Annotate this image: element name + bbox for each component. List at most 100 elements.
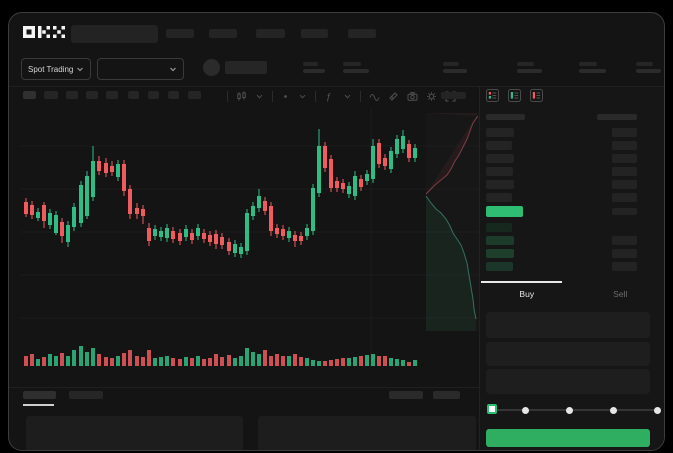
stat-value-placeholder — [343, 69, 369, 73]
toolbar-right-placeholder[interactable] — [441, 92, 466, 99]
amount-slider-track[interactable] — [491, 409, 657, 411]
fx-indicator-icon[interactable]: ƒ — [324, 91, 335, 102]
bottom-action-placeholder[interactable] — [433, 391, 460, 399]
chart-tools: ƒ — [227, 89, 456, 103]
stat-value-placeholder — [579, 69, 606, 73]
timeframe-button-placeholder[interactable] — [66, 91, 78, 99]
header-divider — [9, 86, 664, 87]
nav-item-placeholder[interactable] — [301, 29, 328, 38]
bid-price-placeholder[interactable] — [486, 249, 514, 258]
stat-label-placeholder — [343, 62, 361, 66]
draw-tool-icon[interactable] — [388, 91, 399, 102]
bid-price-placeholder[interactable] — [486, 262, 513, 271]
snap-dot-icon[interactable] — [281, 92, 290, 101]
line-tool-icon[interactable] — [369, 91, 380, 102]
orderbook-both-icon[interactable] — [486, 89, 499, 102]
chart-bottom-divider — [9, 387, 479, 388]
ask-amount-placeholder[interactable] — [612, 167, 637, 176]
order-input-placeholder[interactable] — [486, 369, 650, 394]
stat-value-placeholder — [303, 69, 325, 73]
timeframe-button-placeholder[interactable] — [86, 91, 98, 99]
order-book-trade-panel: Buy Sell — [479, 87, 665, 450]
active-tab-underline — [23, 404, 54, 406]
bid-amount-placeholder[interactable] — [612, 249, 637, 258]
ask-price-placeholder[interactable] — [486, 154, 514, 163]
bid-price-placeholder[interactable] — [486, 223, 512, 232]
orderbook-bids-icon[interactable] — [508, 89, 521, 102]
chart-canvas[interactable] — [21, 109, 479, 387]
timeframe-button-placeholder[interactable] — [128, 91, 139, 99]
bottom-tab-placeholder[interactable] — [23, 391, 56, 399]
stat-label-placeholder — [443, 62, 459, 66]
stat-label-placeholder — [636, 62, 653, 66]
search-placeholder[interactable] — [71, 25, 158, 43]
stat-label-placeholder — [303, 62, 318, 66]
timeframe-button-placeholder[interactable] — [188, 91, 201, 99]
ask-price-placeholder[interactable] — [486, 167, 513, 176]
chevron-down-icon[interactable] — [298, 92, 307, 101]
bottom-table-placeholder — [258, 416, 476, 450]
orderbook-view-toggles — [486, 89, 543, 102]
nav-item-placeholder[interactable] — [256, 29, 285, 38]
ask-price-placeholder[interactable] — [486, 180, 514, 189]
stat-value-placeholder — [636, 69, 661, 73]
order-input-placeholder[interactable] — [486, 312, 650, 338]
buy-tab-label: Buy — [519, 289, 535, 299]
buy-button[interactable] — [486, 429, 650, 447]
candle-type-icon[interactable] — [236, 91, 247, 102]
orderbook-header-placeholder — [486, 114, 525, 120]
tab-buy[interactable]: Buy — [480, 281, 574, 307]
slider-stop-dot[interactable] — [653, 407, 661, 414]
active-tab-indicator — [481, 281, 562, 283]
chevron-down-icon[interactable] — [255, 92, 264, 101]
slider-handle[interactable] — [487, 404, 497, 414]
bid-amount-placeholder[interactable] — [612, 262, 637, 271]
pair-coin-icon — [203, 59, 220, 76]
ask-price-placeholder[interactable] — [486, 141, 512, 150]
market-type-dropdown[interactable]: Spot Trading — [21, 58, 91, 80]
settings-gear-icon[interactable] — [426, 91, 437, 102]
toolbar-divider — [315, 90, 316, 102]
stat-value-placeholder — [517, 69, 542, 73]
ask-price-placeholder[interactable] — [486, 193, 512, 202]
slider-stop-dot[interactable] — [565, 407, 573, 414]
timeframe-button-placeholder[interactable] — [148, 91, 159, 99]
ask-amount-placeholder[interactable] — [612, 128, 637, 137]
ask-price-placeholder[interactable] — [486, 128, 514, 137]
timeframe-button-placeholder[interactable] — [168, 91, 179, 99]
camera-icon[interactable] — [407, 91, 418, 102]
orderbook-asks-icon[interactable] — [530, 89, 543, 102]
ask-amount-placeholder[interactable] — [612, 154, 637, 163]
stat-value-placeholder — [443, 69, 467, 73]
order-input-placeholder[interactable] — [486, 342, 650, 366]
timeframe-button-placeholder[interactable] — [23, 91, 36, 99]
bottom-tab-placeholder[interactable] — [69, 391, 103, 399]
ask-amount-placeholder[interactable] — [612, 193, 637, 202]
bottom-action-placeholder[interactable] — [389, 391, 423, 399]
timeframe-button-placeholder[interactable] — [44, 91, 58, 99]
pair-selector-dropdown[interactable] — [97, 58, 184, 80]
slider-stop-dot[interactable] — [521, 407, 529, 414]
ask-amount-placeholder[interactable] — [612, 180, 637, 189]
chevron-down-icon — [170, 67, 176, 72]
bid-amount-placeholder[interactable] — [612, 236, 637, 245]
orderbook-header-placeholder — [597, 114, 637, 120]
timeframe-button-placeholder[interactable] — [106, 91, 118, 99]
last-price-highlight[interactable] — [486, 206, 523, 217]
nav-item-placeholder[interactable] — [209, 29, 237, 38]
candlestick-chart[interactable] — [21, 109, 479, 387]
tab-sell[interactable]: Sell — [574, 281, 665, 307]
toolbar-divider — [360, 90, 361, 102]
mid-amount-placeholder — [612, 208, 637, 215]
toolbar-divider — [272, 90, 273, 102]
toolbar-divider — [227, 90, 228, 102]
bid-price-placeholder[interactable] — [486, 236, 514, 245]
fullscreen-icon[interactable] — [445, 91, 456, 102]
chevron-down-icon[interactable] — [343, 92, 352, 101]
ask-amount-placeholder[interactable] — [612, 141, 637, 150]
nav-item-placeholder[interactable] — [348, 29, 376, 38]
pair-name-placeholder — [225, 61, 267, 74]
slider-stop-dot[interactable] — [609, 407, 617, 414]
sell-tab-label: Sell — [613, 289, 628, 299]
nav-item-placeholder[interactable] — [166, 29, 194, 38]
